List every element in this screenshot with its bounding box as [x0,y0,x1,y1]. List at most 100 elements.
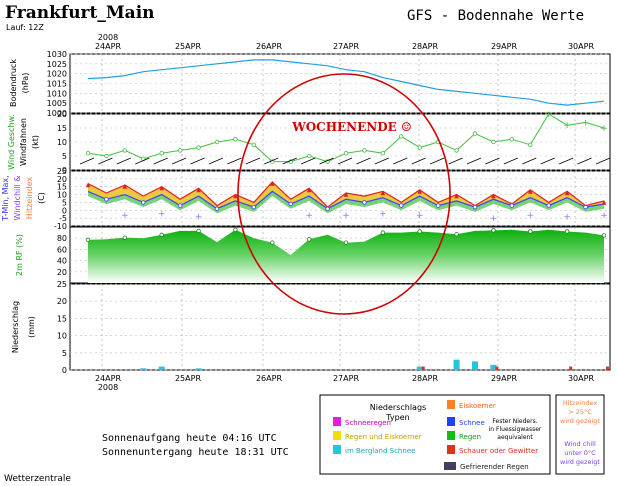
wind-barb [319,157,334,165]
wind-point [472,131,478,136]
windchill-point: + [379,209,387,219]
wind-barb [448,157,463,165]
wind-point: + [582,118,590,128]
wind-barb [558,157,574,165]
y-tick-label: 1015 [47,80,67,89]
date-label-bottom: 26APR [256,374,282,383]
wind-barb [171,157,187,165]
wind-point: + [545,110,553,120]
temp-min-point [509,203,515,208]
temp-min-point [399,203,404,208]
rh-point [159,232,164,238]
wind-point [491,139,496,145]
legend-box [319,394,551,475]
wind-point [399,134,404,139]
wind-point [306,153,312,159]
temp-max-line [87,181,605,208]
date-label-bottom: 30APR [568,374,594,383]
wind-barb [79,157,95,165]
precip-bar [490,364,497,370]
windchill-point: + [416,211,424,221]
wind-point: + [563,121,571,131]
temp-min-point [435,203,441,208]
wind-speed-axis-label: Wind Geschw. [7,114,16,170]
wind-barb [540,157,555,165]
city-title: Frankfurt_Main [5,3,155,23]
wind-barb [411,157,426,165]
legend-windchill-text: unter 0°C [564,449,596,457]
rh-point [454,232,459,237]
temp-max-point: ▲ [602,199,607,206]
rh-point [417,229,422,234]
y-tick-label: 20 [57,297,67,306]
wind-point [380,150,386,156]
legend-item-label: Schnee [459,419,485,427]
credit-text: Wetterzentrale [4,474,71,484]
temp-min-point [251,204,257,210]
legend-windchill-text: wird gezeigt [560,458,600,466]
temp-max-point: ▲ [86,182,91,189]
legend-swatch [447,400,455,409]
y-tick-label: 25 [57,167,67,176]
windchill-point: + [342,211,350,221]
wind-barb [429,157,445,165]
weekend-circle [237,73,451,315]
wind-point [214,139,220,145]
precip-bar [140,368,147,370]
wind-barbs-axis-label: Windfahnen [19,118,28,166]
rh-point [380,230,386,235]
y-tick-label: 25 [57,280,67,289]
temp-max-point: ▲ [344,191,349,198]
wind-point [362,148,367,153]
windchill-point: + [600,211,608,221]
wind-barb [393,157,408,165]
legend-item-label: Regen [459,433,481,441]
temp-max-point: ▲ [233,193,238,200]
year-label-bottom: 2008 [98,383,118,392]
temp-axis-label-3: Hitzeindex [25,177,34,220]
rh-point [122,235,128,240]
y-tick-label: 15 [57,183,67,192]
temp-unit-label: (C) [37,192,46,204]
precip-bar [158,366,165,370]
wind-barb [577,157,592,165]
legend-swatch [447,431,455,440]
windchill-point: + [490,214,498,224]
legend-item-label: Regen und Eiskoerner [345,433,422,441]
legend-swatch [333,431,341,440]
wind-barb [337,157,353,165]
temp-max-point: ▲ [270,180,275,187]
pressure-axis-label: Bodendruck [9,59,18,107]
temp-min-point [214,206,220,211]
sunrise-text: Sonnenaufgang heute 04:16 UTC [102,433,277,444]
precip-bar [421,366,425,370]
wind-barb [153,157,168,165]
legend-swatch [447,445,455,454]
temp-max-point: ▲ [417,188,422,195]
y-tick-label: 15 [57,314,67,323]
y-tick-label: 0 [62,366,67,375]
y-tick-label: 20 [57,175,67,184]
y-tick-label: 1025 [47,60,67,69]
legend-fester-text: in Fluessigwasser [489,426,542,433]
wind-barb [208,157,224,165]
windchill-point: + [121,211,129,221]
wind-barb [485,157,500,165]
legend-swatch [333,417,341,426]
wind-point [177,148,183,153]
windchill-point: + [158,209,166,219]
panel-frame-precip [69,283,611,371]
temp-max-point: ▲ [159,185,164,192]
legend-item-label: Schneeregen [345,419,391,427]
wind-barb [466,157,482,165]
rh-point [85,237,91,243]
temp-min-point [546,203,551,208]
temp-max-point: ▲ [491,193,496,200]
pressure-series-line [87,59,605,106]
date-label-bottom: 25APR [175,374,201,383]
sunset-text: Sonnenuntergang heute 18:31 UTC [102,447,289,458]
wind-point [343,150,349,156]
temp-min-point [104,197,109,202]
date-label-top: 27APR [333,42,359,51]
